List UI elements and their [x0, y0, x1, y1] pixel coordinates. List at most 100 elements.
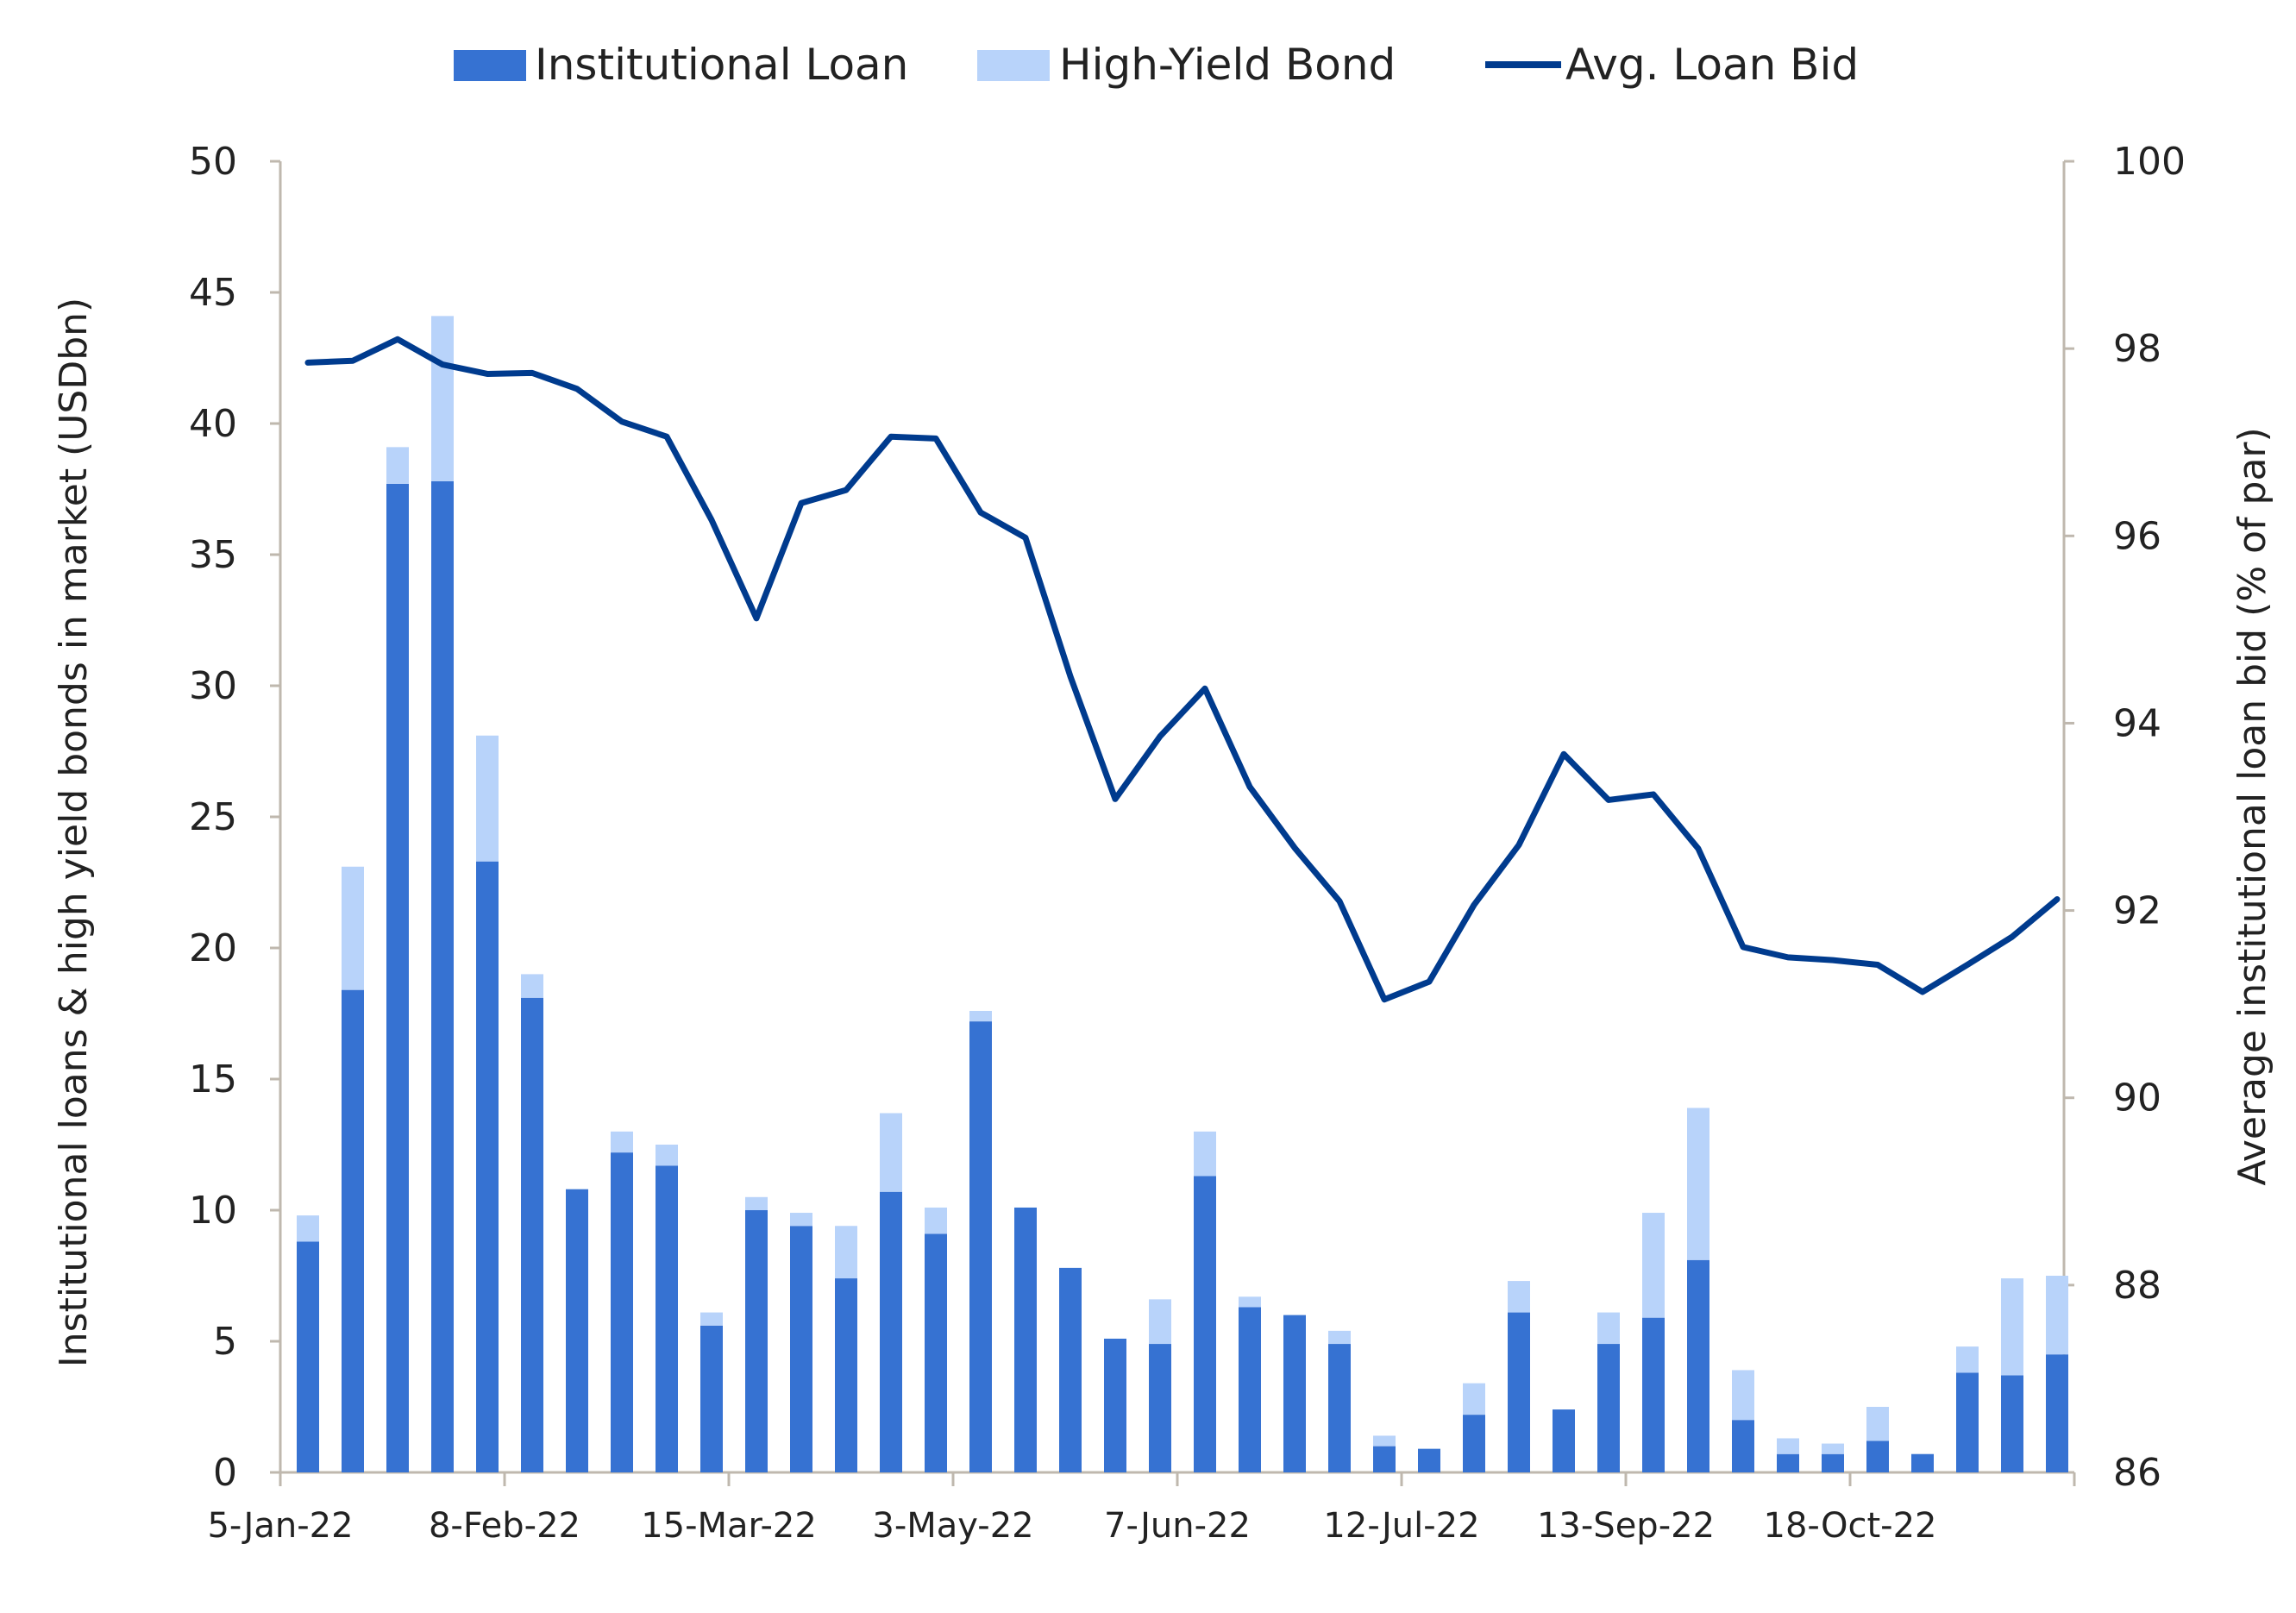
bar-institutional-loan: [1059, 1267, 1082, 1472]
bar-institutional-loan: [1373, 1446, 1396, 1472]
bar-high-yield-bond: [1328, 1330, 1351, 1345]
bar-institutional-loan: [1777, 1453, 1799, 1472]
bar-institutional-loan: [431, 480, 454, 1472]
bar-high-yield-bond: [1687, 1108, 1709, 1260]
bar-institutional-loan: [745, 1210, 768, 1472]
bar-institutional-loan: [1553, 1409, 1575, 1472]
bar-institutional-loan: [1642, 1317, 1665, 1472]
bar-high-yield-bond: [431, 316, 454, 481]
tick-labels-layer: 0 5 10 15 20 25 30 35 40 45 50 86 88 90 92 94 96 98 100 5-J…: [189, 140, 2186, 1546]
bar-institutional-loan: [1104, 1338, 1126, 1472]
bar-institutional-loan: [1014, 1207, 1037, 1472]
y-right-tick-label: 98: [2113, 327, 2161, 371]
bar-high-yield-bond: [1149, 1299, 1171, 1345]
bar-high-yield-bond: [1732, 1370, 1754, 1421]
y-left-tick-label: 25: [189, 795, 237, 839]
bar-institutional-loan: [1822, 1453, 1844, 1472]
bar-high-yield-bond: [611, 1131, 633, 1153]
bar-institutional-loan: [386, 483, 409, 1473]
bar-institutional-loan: [656, 1165, 678, 1472]
y-right-tick-label: 94: [2113, 701, 2161, 745]
y-left-tick-label: 40: [189, 402, 237, 446]
bar-institutional-loan: [2001, 1375, 2023, 1472]
x-tick-label: 15-Mar-22: [641, 1506, 817, 1546]
bar-high-yield-bond: [700, 1312, 723, 1326]
bar-institutional-loan: [342, 989, 364, 1472]
x-tick-label: 7-Jun-22: [1104, 1506, 1251, 1546]
y-left-tick-label: 50: [189, 140, 237, 184]
bar-institutional-loan: [1911, 1453, 1934, 1472]
x-tick-label: 3-May-22: [872, 1506, 1033, 1546]
bar-institutional-loan: [611, 1152, 633, 1472]
bar-high-yield-bond: [2046, 1276, 2068, 1355]
bar-institutional-loan: [1418, 1448, 1440, 1472]
bar-institutional-loan: [1149, 1344, 1171, 1472]
bar-high-yield-bond: [1463, 1383, 1485, 1415]
y-right-tick-label: 100: [2113, 140, 2186, 184]
bar-institutional-loan: [1956, 1372, 1979, 1472]
legend-label-institutional-loan: Institutional Loan: [535, 40, 908, 90]
bar-institutional-loan: [566, 1189, 588, 1472]
y-right-tick-label: 88: [2113, 1264, 2161, 1308]
x-tick-label: 8-Feb-22: [429, 1506, 580, 1546]
bar-institutional-loan: [1328, 1344, 1351, 1472]
bar-high-yield-bond: [1239, 1296, 1261, 1308]
bar-high-yield-bond: [745, 1196, 768, 1210]
bar-institutional-loan: [2046, 1354, 2068, 1472]
bar-institutional-loan: [1239, 1307, 1261, 1472]
bar-high-yield-bond: [1642, 1213, 1665, 1318]
bar-high-yield-bond: [342, 866, 364, 990]
bar-institutional-loan: [880, 1191, 902, 1472]
bar-institutional-loan: [521, 997, 543, 1472]
y-left-tick-label: 0: [213, 1451, 237, 1495]
bars-layer: [297, 316, 2068, 1473]
bar-institutional-loan: [969, 1021, 992, 1472]
bar-high-yield-bond: [1508, 1281, 1530, 1313]
bar-high-yield-bond: [476, 735, 499, 862]
bar-high-yield-bond: [925, 1207, 947, 1234]
line-avg-loan-bid: [304, 336, 2061, 1003]
bar-high-yield-bond: [521, 974, 543, 998]
y-left-tick-label: 10: [189, 1189, 237, 1233]
bar-high-yield-bond: [656, 1145, 678, 1166]
x-tick-label: 12-Jul-22: [1323, 1506, 1479, 1546]
y-right-tick-label: 90: [2113, 1076, 2161, 1120]
bar-institutional-loan: [476, 861, 499, 1472]
bar-high-yield-bond: [1777, 1438, 1799, 1454]
bar-high-yield-bond: [880, 1113, 902, 1192]
legend-swatch-high-yield-bond: [977, 50, 1050, 81]
y-right-tick-label: 86: [2113, 1451, 2161, 1495]
x-tick-label: 18-Oct-22: [1764, 1506, 1937, 1546]
x-tick-label: 5-Jan-22: [207, 1506, 353, 1546]
legend-label-avg-loan-bid: Avg. Loan Bid: [1565, 40, 1859, 90]
bar-high-yield-bond: [1194, 1131, 1216, 1177]
legend-label-high-yield-bond: High-Yield Bond: [1059, 40, 1396, 90]
bar-institutional-loan: [1687, 1259, 1709, 1472]
bar-institutional-loan: [1463, 1415, 1485, 1472]
bar-high-yield-bond: [1373, 1435, 1396, 1447]
y-left-tick-label: 45: [189, 271, 237, 315]
bar-high-yield-bond: [1597, 1312, 1620, 1345]
y-left-tick-label: 35: [189, 533, 237, 577]
bar-institutional-loan: [1732, 1420, 1754, 1472]
bar-high-yield-bond: [835, 1226, 857, 1279]
y-left-tick-label: 5: [213, 1320, 237, 1364]
x-tick-label: 13-Sep-22: [1537, 1506, 1715, 1546]
y-left-tick-label: 15: [189, 1058, 237, 1101]
bar-institutional-loan: [1194, 1176, 1216, 1472]
y-axis-right-title: Average institutional loan bid (% of par…: [2230, 427, 2274, 1185]
bar-institutional-loan: [1283, 1315, 1306, 1472]
bar-institutional-loan: [1508, 1312, 1530, 1472]
bar-high-yield-bond: [1956, 1346, 1979, 1373]
bar-high-yield-bond: [790, 1213, 812, 1227]
bar-high-yield-bond: [1822, 1443, 1844, 1454]
bar-institutional-loan: [790, 1226, 812, 1472]
legend-swatch-institutional-loan: [454, 50, 526, 81]
bar-high-yield-bond: [2001, 1278, 2023, 1376]
bar-institutional-loan: [700, 1325, 723, 1472]
bar-institutional-loan: [835, 1278, 857, 1472]
bar-institutional-loan: [1866, 1440, 1889, 1472]
y-axis-left-title: Institutional loans & high yield bonds i…: [52, 298, 96, 1367]
y-right-tick-label: 96: [2113, 514, 2161, 558]
